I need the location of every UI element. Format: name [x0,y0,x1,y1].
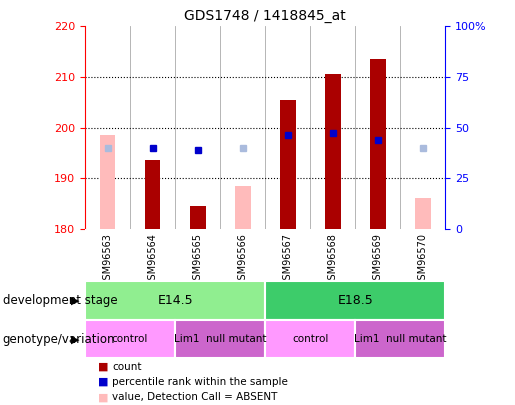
Bar [265,281,445,320]
Text: ▶: ▶ [71,334,80,344]
Text: GSM96563: GSM96563 [102,233,112,286]
Bar [370,59,386,229]
Bar [325,75,341,229]
Text: ■: ■ [98,377,108,387]
Bar [190,206,205,229]
Text: GSM96566: GSM96566 [238,233,248,286]
Text: GSM96565: GSM96565 [193,233,202,286]
Text: development stage: development stage [3,294,117,307]
Text: value, Detection Call = ABSENT: value, Detection Call = ABSENT [112,392,278,402]
Bar [235,186,251,229]
Bar [85,281,265,320]
Text: control: control [112,334,148,344]
Bar [85,320,175,358]
Bar [145,160,161,229]
Text: count: count [112,362,142,371]
Text: Lim1  null mutant: Lim1 null mutant [174,334,266,344]
Bar [99,135,115,229]
Text: GSM96564: GSM96564 [148,233,158,286]
Text: GSM96570: GSM96570 [418,233,428,286]
Text: E14.5: E14.5 [157,294,193,307]
Text: ■: ■ [98,392,108,402]
Text: E18.5: E18.5 [337,294,373,307]
Bar [280,100,296,229]
Bar [415,198,431,229]
Text: Lim1  null mutant: Lim1 null mutant [354,334,447,344]
Text: genotype/variation: genotype/variation [3,333,115,346]
Text: percentile rank within the sample: percentile rank within the sample [112,377,288,387]
Title: GDS1748 / 1418845_at: GDS1748 / 1418845_at [184,9,346,23]
Bar [175,320,265,358]
Text: ▶: ▶ [71,296,80,306]
Text: control: control [292,334,329,344]
Bar [265,320,355,358]
Text: GSM96568: GSM96568 [328,233,338,286]
Bar [355,320,445,358]
Text: ■: ■ [98,362,108,371]
Text: GSM96567: GSM96567 [283,233,293,286]
Text: GSM96569: GSM96569 [373,233,383,286]
